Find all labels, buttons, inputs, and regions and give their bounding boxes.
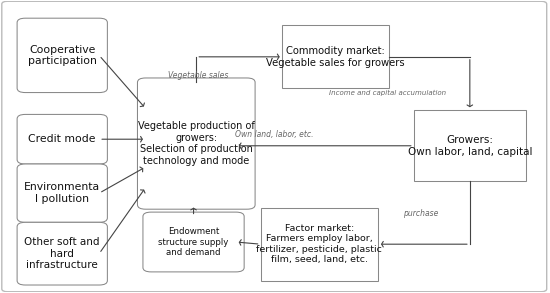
FancyBboxPatch shape: [17, 18, 107, 93]
FancyBboxPatch shape: [261, 208, 378, 281]
Text: Growers:
Own labor, land, capital: Growers: Own labor, land, capital: [408, 135, 532, 156]
FancyBboxPatch shape: [414, 110, 526, 181]
Text: Commodity market:
Vegetable sales for growers: Commodity market: Vegetable sales for gr…: [267, 46, 405, 68]
Text: Factor market:
Farmers employ labor,
fertilizer, pesticide, plastic
film, seed, : Factor market: Farmers employ labor, fer…: [256, 224, 382, 264]
Text: Credit mode: Credit mode: [29, 134, 96, 144]
FancyBboxPatch shape: [17, 164, 107, 222]
FancyBboxPatch shape: [17, 222, 107, 285]
FancyBboxPatch shape: [138, 78, 255, 209]
Text: Environmenta
l pollution: Environmenta l pollution: [24, 182, 100, 204]
Text: Income and capital accumulation: Income and capital accumulation: [329, 89, 446, 96]
Text: Other soft and
hard
infrastructure: Other soft and hard infrastructure: [25, 237, 100, 270]
Text: Cooperative
participation: Cooperative participation: [28, 45, 97, 66]
Text: Vegetable production of
growers:
Selection of production
technology and mode: Vegetable production of growers: Selecti…: [138, 121, 255, 166]
FancyBboxPatch shape: [17, 115, 107, 164]
Text: Endowment
structure supply
and demand: Endowment structure supply and demand: [158, 227, 229, 257]
FancyBboxPatch shape: [283, 25, 389, 88]
Text: Vegetable sales: Vegetable sales: [168, 71, 228, 80]
FancyBboxPatch shape: [143, 212, 244, 272]
Text: Own land, labor, etc.: Own land, labor, etc.: [235, 130, 314, 139]
Text: purchase: purchase: [403, 209, 438, 218]
